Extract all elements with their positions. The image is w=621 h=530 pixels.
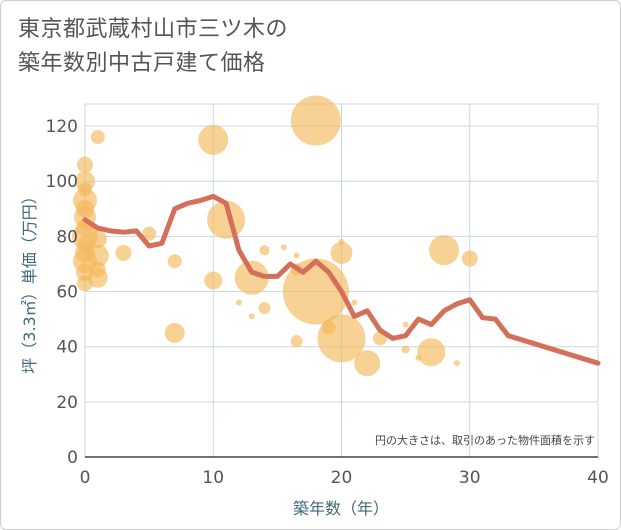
- data-bubble: [317, 314, 366, 363]
- data-bubble: [290, 335, 303, 348]
- y-tick-label: 0: [67, 448, 78, 468]
- data-bubble: [234, 260, 269, 295]
- y-tick-labels: 0 20 40 60 80 100 120: [46, 117, 78, 468]
- data-bubble: [453, 360, 460, 367]
- x-axis-label: 築年数（年）: [293, 499, 389, 518]
- chart-title-line-2: 築年数別中古戸建て価格: [18, 51, 266, 76]
- data-bubble: [258, 302, 271, 315]
- data-bubble: [77, 156, 93, 173]
- data-bubble: [330, 241, 353, 264]
- data-bubble: [90, 130, 105, 145]
- data-bubble: [167, 254, 182, 269]
- data-bubble: [87, 267, 108, 288]
- chart-title: 東京都武蔵村山市三ツ木の 築年数別中古戸建て価格: [18, 13, 288, 81]
- x-tick-label: 40: [587, 468, 609, 488]
- chart-title-line-1: 東京都武蔵村山市三ツ木の: [18, 17, 289, 42]
- y-tick-label: 40: [56, 338, 78, 358]
- data-bubble: [402, 321, 409, 328]
- data-bubble: [417, 338, 446, 367]
- data-bubble: [248, 313, 255, 320]
- data-bubble: [142, 226, 157, 241]
- data-bubble: [259, 245, 270, 256]
- size-legend-note: 円の大きさは、取引のあった物件面積を示す: [375, 433, 595, 447]
- x-tick-label: 10: [202, 468, 224, 488]
- y-tick-label: 120: [46, 117, 78, 137]
- data-bubble: [164, 322, 185, 343]
- y-tick-label: 20: [56, 393, 78, 413]
- data-bubble: [115, 244, 132, 261]
- y-tick-label: 80: [56, 227, 78, 247]
- data-bubble: [293, 252, 300, 259]
- data-bubble: [204, 271, 223, 290]
- x-tick-labels: 0 10 20 30 40: [80, 468, 609, 488]
- data-bubble: [354, 350, 381, 377]
- data-bubble: [290, 95, 341, 146]
- data-bubble: [351, 299, 358, 306]
- x-tick-label: 30: [459, 468, 481, 488]
- data-bubble: [86, 244, 109, 267]
- data-bubble: [461, 250, 478, 267]
- x-tick-label: 0: [80, 468, 91, 488]
- bubble-layer: [72, 95, 478, 377]
- trend-line: [82, 193, 601, 366]
- y-axis-label: 坪（3.3㎡）単価（万円）: [20, 188, 39, 373]
- y-tick-label: 100: [46, 172, 78, 192]
- data-bubble: [338, 238, 345, 245]
- data-bubble: [88, 230, 107, 249]
- y-tick-label: 60: [56, 283, 78, 303]
- data-bubble: [235, 299, 242, 306]
- data-bubble: [280, 244, 287, 251]
- x-tick-label: 20: [331, 468, 353, 488]
- data-bubble: [401, 345, 410, 354]
- data-bubble: [198, 124, 229, 155]
- data-bubble: [429, 235, 460, 266]
